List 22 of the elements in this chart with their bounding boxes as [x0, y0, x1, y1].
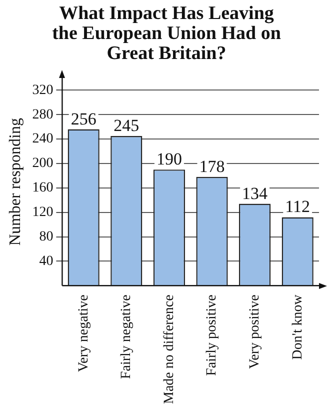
y-tick-label: 240 [32, 132, 54, 147]
data-label: 134 [242, 184, 268, 203]
data-label: 256 [70, 109, 96, 128]
chart-title: What Impact Has Leaving the European Union Had on Great Britain? [51, 3, 282, 64]
x-tick-label: Fairly positive [204, 294, 220, 376]
y-tick-label: 320 [32, 82, 54, 98]
x-tick-label: Don't know [290, 294, 306, 360]
x-tick-label: Very negative [76, 294, 92, 372]
y-tick-label: 120 [32, 205, 54, 220]
data-label: 190 [156, 150, 182, 169]
y-tick-label: 80 [39, 229, 54, 244]
data-label: 112 [285, 197, 310, 216]
y-tick-label: 160 [32, 180, 54, 196]
x-tick-label: Very positive [247, 294, 262, 369]
y-axis-title: Number responding [6, 118, 24, 246]
x-tick-label: Made no difference [162, 294, 177, 404]
data-label: 245 [114, 116, 140, 135]
y-tick-label: 40 [39, 254, 54, 269]
x-tick-label: Fairly negative [119, 294, 134, 380]
data-label: 178 [199, 156, 225, 176]
y-tick-label: 280 [32, 107, 54, 122]
y-tick-label: 200 [32, 156, 54, 172]
